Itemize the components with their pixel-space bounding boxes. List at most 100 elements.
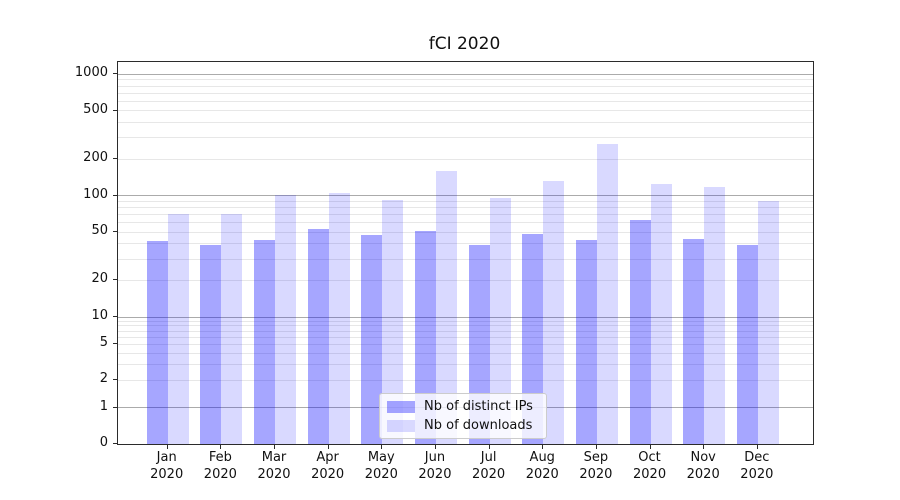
x-tick-label: Apr 2020 <box>311 450 345 482</box>
legend-swatch-distinct-ips <box>387 400 415 413</box>
gridline-minor <box>118 379 813 381</box>
legend-item-distinct-ips: Nb of distinct IPs <box>387 399 539 414</box>
x-tick-label: Dec 2020 <box>740 450 774 482</box>
gridline-minor <box>118 336 813 338</box>
bar-downloads <box>489 198 511 444</box>
y-tick-label: 500 <box>83 101 108 117</box>
gridline-minor <box>118 330 813 332</box>
x-tick-mark <box>649 445 651 449</box>
chart-title: fCI 2020 <box>428 34 501 54</box>
gridline-minor <box>118 222 813 224</box>
x-tick-mark <box>166 445 168 449</box>
bar-distinct-ips <box>254 240 275 444</box>
gridline-minor <box>118 352 813 354</box>
bar-downloads <box>167 213 189 444</box>
bar-downloads <box>382 200 404 444</box>
gridline-minor <box>118 258 813 260</box>
x-tick-label: Mar 2020 <box>257 450 291 482</box>
x-tick-mark <box>542 445 544 449</box>
x-tick-mark <box>595 445 597 449</box>
y-tick-label: 1 <box>99 398 108 414</box>
bar-distinct-ips <box>146 241 168 444</box>
bar-distinct-ips <box>200 245 222 444</box>
gridline-minor <box>118 213 813 215</box>
legend-label-downloads: Nb of downloads <box>424 418 533 433</box>
gridline-minor <box>118 279 813 281</box>
gridline-minor <box>118 92 813 94</box>
y-tick-label: 10 <box>91 308 108 323</box>
x-tick-label: Feb 2020 <box>203 450 237 482</box>
bar-downloads <box>704 186 726 444</box>
x-tick-mark <box>756 445 758 449</box>
bar-downloads <box>435 170 457 444</box>
bar-downloads <box>650 183 672 444</box>
x-tick-label: Aug 2020 <box>525 450 559 482</box>
bar-distinct-ips <box>629 220 651 444</box>
bar-distinct-ips <box>522 234 544 444</box>
y-tick-label: 200 <box>83 150 108 166</box>
gridline-minor <box>118 158 813 160</box>
gridline-minor <box>118 231 813 233</box>
y-tick-label: 20 <box>91 271 108 287</box>
gridline-minor <box>118 110 813 112</box>
gridline-minor <box>118 79 813 81</box>
y-tick-mark <box>113 343 117 345</box>
y-tick-mark <box>113 316 117 317</box>
bar-distinct-ips <box>307 229 329 444</box>
x-tick-mark <box>381 445 383 449</box>
bar-distinct-ips <box>736 245 758 444</box>
y-tick-mark <box>113 279 117 281</box>
gridline-minor <box>118 122 813 124</box>
bar-distinct-ips <box>361 235 383 444</box>
y-tick-mark <box>113 443 117 444</box>
gridline-major <box>118 316 813 318</box>
bar-downloads <box>221 213 243 444</box>
y-tick-mark <box>113 194 117 196</box>
x-tick-mark <box>434 445 436 449</box>
gridline-minor <box>118 200 813 202</box>
bar-distinct-ips <box>575 240 597 444</box>
plot-area: Nb of distinct IPs Nb of downloads <box>117 61 814 445</box>
gridline-minor <box>118 243 813 245</box>
y-tick-mark <box>113 109 117 111</box>
gridline-minor <box>118 206 813 208</box>
y-tick-mark <box>113 158 117 160</box>
y-tick-mark <box>113 379 117 381</box>
bar-distinct-ips <box>683 238 705 444</box>
bar-distinct-ips <box>414 231 436 444</box>
gridline-minor <box>118 363 813 365</box>
x-tick-mark <box>327 445 329 449</box>
gridline-minor <box>118 100 813 102</box>
x-tick-label: Jul 2020 <box>472 450 506 482</box>
x-tick-mark <box>274 445 275 449</box>
gridline-minor <box>118 137 813 139</box>
y-tick-label: 100 <box>83 186 108 202</box>
legend-swatch-downloads <box>387 419 415 432</box>
x-tick-label: Jun 2020 <box>418 450 452 482</box>
legend-item-downloads: Nb of downloads <box>387 418 539 433</box>
y-tick-label: 5 <box>99 335 108 351</box>
y-tick-mark <box>113 73 117 75</box>
bar-downloads <box>543 181 565 444</box>
gridline-minor <box>118 343 813 345</box>
x-tick-label: Jan 2020 <box>150 450 184 482</box>
x-tick-label: May 2020 <box>364 450 398 482</box>
legend: Nb of distinct IPs Nb of downloads <box>379 393 547 439</box>
y-tick-label: 0 <box>99 435 108 450</box>
bar-downloads <box>328 193 350 444</box>
x-tick-mark <box>220 445 222 449</box>
y-tick-label: 1000 <box>74 65 108 81</box>
y-tick-mark <box>113 231 117 233</box>
gridline-minor <box>118 325 813 327</box>
y-tick-label: 2 <box>99 371 108 387</box>
bar-downloads <box>757 201 779 444</box>
x-tick-label: Oct 2020 <box>633 450 667 482</box>
bar-downloads <box>596 144 618 444</box>
y-tick-mark <box>113 406 117 408</box>
x-tick-mark <box>703 445 705 449</box>
x-tick-label: Nov 2020 <box>686 450 720 482</box>
bar-downloads <box>275 194 296 444</box>
x-tick-label: Sep 2020 <box>579 450 613 482</box>
legend-label-distinct-ips: Nb of distinct IPs <box>424 399 533 414</box>
